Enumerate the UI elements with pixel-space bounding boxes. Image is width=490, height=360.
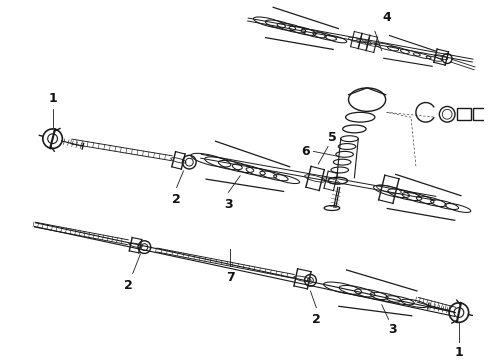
Text: 5: 5 xyxy=(327,131,336,144)
Text: 3: 3 xyxy=(388,323,397,336)
Text: 6: 6 xyxy=(301,145,310,158)
Text: 1: 1 xyxy=(455,346,463,359)
Text: 2: 2 xyxy=(312,312,320,325)
Text: 1: 1 xyxy=(48,93,57,105)
Text: 3: 3 xyxy=(224,198,233,211)
Text: 2: 2 xyxy=(172,193,181,206)
Text: 4: 4 xyxy=(382,12,391,24)
Text: 7: 7 xyxy=(226,271,235,284)
Text: 2: 2 xyxy=(124,279,133,292)
